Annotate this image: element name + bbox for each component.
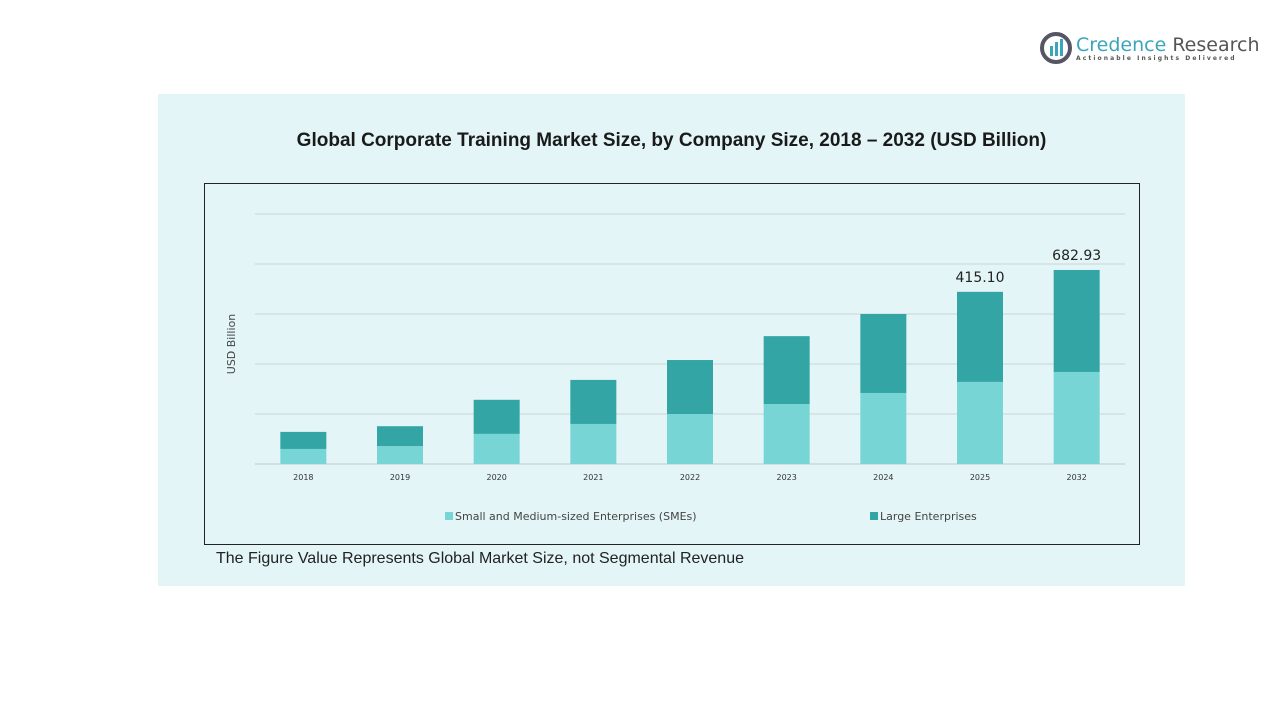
logo-tagline: Actionable Insights Delivered [1076, 54, 1237, 62]
chart-title: Global Corporate Training Market Size, b… [296, 130, 1047, 151]
chart-frame: USD Billion 2018 2019 2020 2021 2022 2023 2024 2… [204, 183, 1140, 545]
bar-large-2022 [667, 360, 713, 414]
bar-large-2021 [570, 379, 617, 424]
data-label: 415.10 [956, 270, 1005, 286]
bar-sme-2018 [280, 448, 327, 464]
bar-sme-2025 [957, 381, 1003, 464]
bar-sme-2022 [667, 414, 713, 464]
footnote: The Figure Value Represents Global Marke… [216, 550, 744, 567]
stacked-bar-chart: USD Billion 2018 2019 2020 2021 2022 2023 2024 2… [225, 213, 1125, 523]
bar-sme-2024 [860, 392, 907, 464]
bar-sme-2019 [377, 446, 423, 464]
legend-label: Large Enterprises [880, 510, 977, 523]
legend-label: Small and Medium-sized Enterprises (SMEs… [455, 510, 697, 523]
bar-large-2020 [473, 399, 520, 434]
legend-swatch [445, 512, 453, 520]
legend-swatch [870, 512, 878, 520]
bar-large-2025 [957, 291, 1003, 382]
logo-chart-icon [1040, 32, 1072, 64]
logo-name-2: Research [1172, 33, 1260, 56]
x-tick-label: 2024 [873, 473, 893, 482]
x-tick-label: 2021 [583, 473, 603, 482]
bar-sme-2023 [763, 404, 810, 464]
bar-sme-2020 [473, 433, 520, 464]
x-tick-label: 2023 [776, 473, 796, 482]
bar-large-2032 [1053, 269, 1100, 372]
bar-sme-2032 [1053, 371, 1100, 464]
x-tick-label: 2020 [486, 473, 506, 482]
x-tick-label: 2022 [680, 473, 700, 482]
x-tick-label: 2019 [390, 473, 410, 482]
x-tick-label: 2025 [970, 473, 990, 482]
chart-panel: Global Corporate Training Market Size, b… [158, 94, 1185, 586]
logo-name: Credence [1076, 33, 1167, 56]
credence-research-logo: Credence Research Actionable Insights De… [1040, 32, 1259, 64]
y-axis-label: USD Billion [225, 314, 238, 375]
bar-large-2019 [377, 426, 423, 447]
bar-large-2018 [280, 431, 327, 449]
bar-sme-2021 [570, 423, 617, 464]
data-label: 682.93 [1052, 248, 1101, 264]
x-tick-label: 2032 [1066, 473, 1086, 482]
x-tick-label: 2018 [293, 473, 313, 482]
bar-large-2024 [860, 314, 907, 393]
bar-large-2023 [763, 336, 810, 405]
